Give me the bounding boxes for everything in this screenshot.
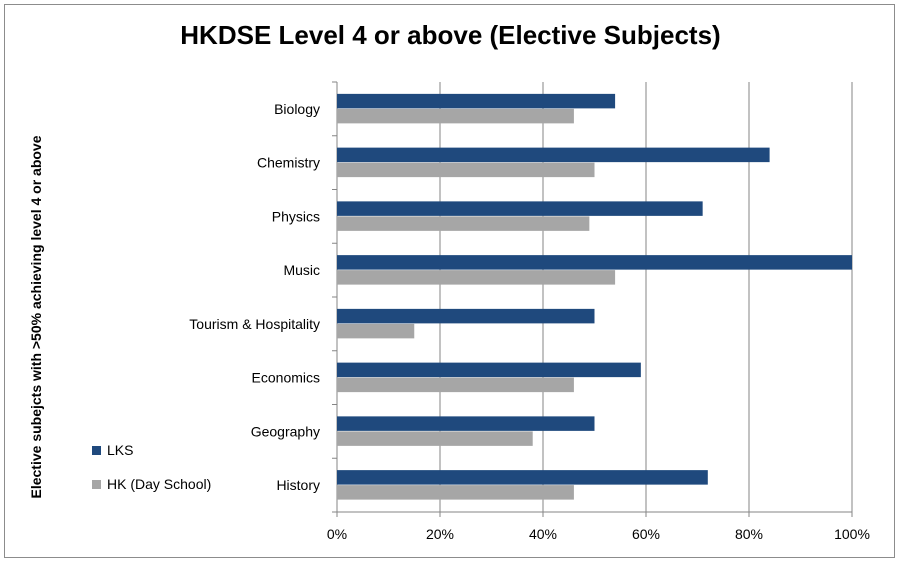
bar-lks [337,362,641,378]
bar-hk-day-school [337,216,590,231]
x-tick-label: 20% [426,526,454,542]
legend-item-lks: LKS [92,440,211,460]
x-tick-label: 100% [834,526,870,542]
bar-hk-day-school [337,270,616,285]
legend: LKS HK (Day School) [92,440,211,508]
bar-lks [337,416,595,431]
chart-title: HKDSE Level 4 or above (Elective Subject… [180,20,721,50]
bar-lks [337,93,616,109]
legend-swatch-hk-day-school [92,479,101,489]
bar-hk-day-school [337,431,533,446]
bar-hk-day-school [337,485,574,500]
x-tick-label: 60% [632,526,660,542]
bar-lks [337,470,708,485]
x-tick-label: 0% [327,526,347,542]
category-label: Geography [251,423,320,439]
x-tick-label: 40% [529,526,557,542]
bar-lks [337,255,852,270]
bar-hk-day-school [337,377,574,393]
legend-item-hk-day-school: HK (Day School) [92,474,211,494]
bar-lks [337,201,703,216]
category-label: Chemistry [257,155,320,171]
bar-lks [337,147,770,163]
bar-hk-day-school [337,162,595,178]
bar-hk-day-school [337,108,574,124]
bar-lks [337,308,595,324]
category-label: Tourism & Hospitality [189,316,320,332]
category-label: Physics [272,208,320,224]
legend-swatch-lks [92,445,101,455]
bar-hk-day-school [337,323,415,339]
legend-label-lks: LKS [107,442,134,458]
legend-label-hk-day-school: HK (Day School) [107,476,212,492]
category-label: Music [283,262,320,278]
category-label: Biology [274,101,320,117]
x-tick-label: 80% [735,526,763,542]
category-label: Economics [252,370,320,386]
category-label: History [276,477,320,493]
